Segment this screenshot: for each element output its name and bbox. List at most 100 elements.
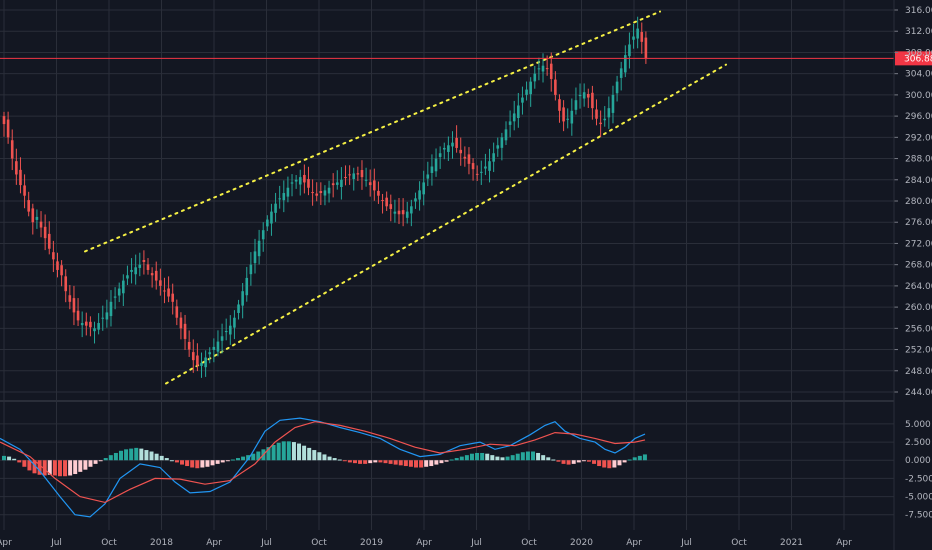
candle[interactable] <box>562 100 565 132</box>
candle[interactable] <box>331 173 335 198</box>
candle[interactable] <box>422 170 425 206</box>
candle[interactable] <box>64 269 68 303</box>
candle[interactable] <box>364 167 368 187</box>
candle[interactable] <box>471 158 475 181</box>
candle[interactable] <box>389 194 393 222</box>
candle[interactable] <box>348 165 351 185</box>
candle[interactable] <box>459 137 463 166</box>
candle[interactable] <box>97 313 100 335</box>
candle[interactable] <box>187 330 191 357</box>
candle[interactable] <box>401 198 405 227</box>
candle[interactable] <box>484 153 487 176</box>
candle[interactable] <box>68 285 72 310</box>
candle[interactable] <box>76 298 80 326</box>
candle[interactable] <box>6 111 10 144</box>
candle[interactable] <box>475 165 479 182</box>
candle[interactable] <box>488 148 491 183</box>
candle[interactable] <box>89 316 92 337</box>
candle[interactable] <box>340 167 343 200</box>
candle[interactable] <box>327 180 331 203</box>
candle[interactable] <box>126 265 129 286</box>
candle[interactable] <box>105 299 109 328</box>
candle[interactable] <box>521 86 524 115</box>
candle[interactable] <box>451 131 454 159</box>
candle[interactable] <box>644 31 648 64</box>
candle[interactable] <box>113 287 117 310</box>
candle[interactable] <box>130 258 133 284</box>
candle[interactable] <box>266 215 269 232</box>
candle[interactable] <box>558 94 561 123</box>
candle[interactable] <box>241 283 244 319</box>
candle[interactable] <box>175 299 179 326</box>
candle[interactable] <box>335 170 339 190</box>
time-axis[interactable]: Apr Jul Oct 2018 Apr Jul Oct 2019 Apr Jul Oct 2020 A… <box>0 538 852 548</box>
candle[interactable] <box>204 350 207 377</box>
candle[interactable] <box>23 174 26 209</box>
candle[interactable] <box>541 53 545 83</box>
upper-channel-line[interactable] <box>84 10 661 253</box>
candle[interactable] <box>525 81 528 101</box>
candle[interactable] <box>307 166 310 196</box>
candle[interactable] <box>368 169 372 197</box>
candle[interactable] <box>582 83 586 107</box>
candle[interactable] <box>578 83 582 109</box>
candle[interactable] <box>150 267 154 288</box>
candle[interactable] <box>278 185 281 209</box>
candle[interactable] <box>574 87 578 115</box>
lower-channel-line[interactable] <box>165 63 727 385</box>
candle[interactable] <box>496 137 500 157</box>
candle[interactable] <box>229 315 232 345</box>
candle[interactable] <box>191 339 195 373</box>
candle[interactable] <box>640 22 644 54</box>
candle[interactable] <box>442 142 446 160</box>
candle[interactable] <box>245 266 249 302</box>
candle[interactable] <box>212 338 216 363</box>
candle[interactable] <box>294 175 298 189</box>
candle[interactable] <box>447 136 450 161</box>
candle[interactable] <box>360 160 364 190</box>
candle[interactable] <box>270 203 273 236</box>
candle[interactable] <box>122 274 125 307</box>
candle[interactable] <box>179 312 183 340</box>
candle[interactable] <box>512 100 516 131</box>
candle[interactable] <box>599 110 602 137</box>
candle[interactable] <box>619 61 623 91</box>
candle[interactable] <box>373 168 376 201</box>
candle[interactable] <box>414 192 417 209</box>
candle[interactable] <box>311 179 314 206</box>
candle[interactable] <box>298 169 302 196</box>
candle[interactable] <box>636 16 639 49</box>
candle[interactable] <box>545 55 549 76</box>
candle[interactable] <box>109 290 113 327</box>
candle[interactable] <box>303 164 306 194</box>
candle[interactable] <box>586 88 590 108</box>
candle[interactable] <box>591 85 594 120</box>
candle[interactable] <box>430 154 434 186</box>
candle[interactable] <box>323 185 327 206</box>
candle[interactable] <box>397 197 401 225</box>
candle[interactable] <box>319 182 323 205</box>
candle[interactable] <box>171 283 175 315</box>
candle[interactable] <box>249 252 253 286</box>
candle[interactable] <box>500 132 504 161</box>
candle[interactable] <box>183 314 187 350</box>
candle[interactable] <box>434 148 438 177</box>
candle[interactable] <box>628 32 631 69</box>
candle[interactable] <box>39 211 43 238</box>
candle[interactable] <box>549 52 553 92</box>
trend-channel[interactable] <box>84 10 727 385</box>
candle[interactable] <box>52 240 55 273</box>
candle[interactable] <box>418 181 421 211</box>
candle[interactable] <box>60 260 63 287</box>
candle[interactable] <box>504 121 508 146</box>
candle[interactable] <box>84 312 88 336</box>
candle[interactable] <box>154 261 158 290</box>
candle[interactable] <box>438 146 442 169</box>
candle[interactable] <box>237 299 240 320</box>
candle[interactable] <box>393 199 397 223</box>
macd-axis[interactable]: 5.000 2.500 0.000 -2.500 -5.000 -7.500 <box>905 420 932 521</box>
candle[interactable] <box>282 180 286 213</box>
candle[interactable] <box>426 161 430 187</box>
candle[interactable] <box>479 160 483 185</box>
